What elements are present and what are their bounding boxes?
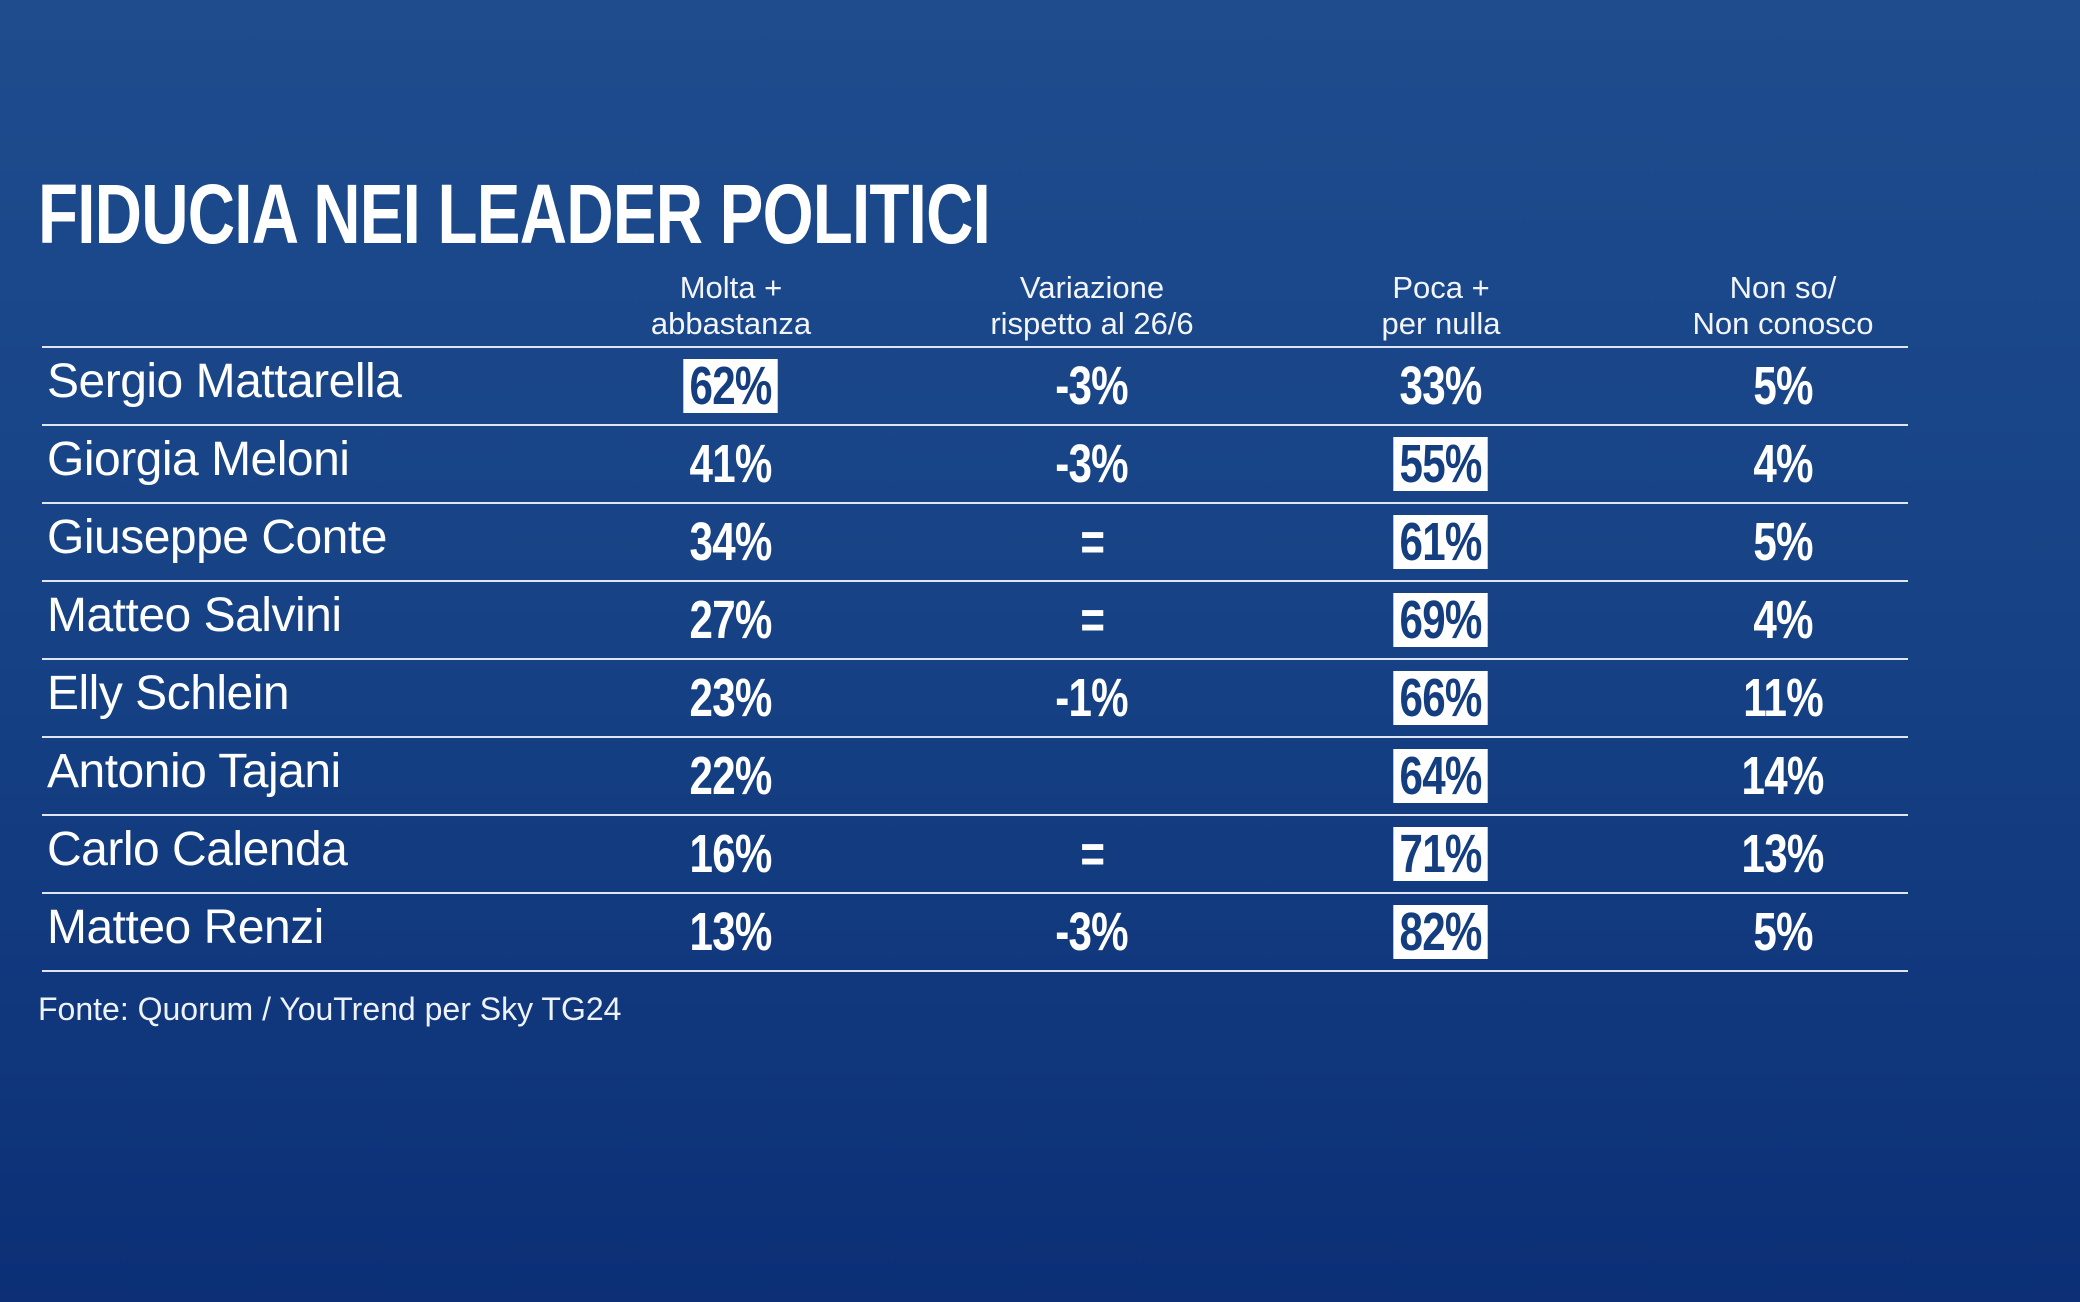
leader-name: Matteo Renzi [47, 901, 324, 954]
molta-value-cell: 23% [551, 660, 911, 736]
variazione-value: = [1080, 824, 1105, 884]
column-header-line: rispetto al 26/6 [990, 306, 1194, 341]
leader-name: Elly Schlein [47, 667, 290, 720]
nonso-value: 14% [1742, 746, 1825, 806]
nonso-value: 5% [1753, 356, 1813, 416]
nonso-value-cell: 11% [1603, 660, 1963, 736]
nonso-value-cell: 4% [1603, 582, 1963, 658]
variazione-value-cell: -3% [912, 348, 1272, 424]
column-header-line: abbastanza [650, 306, 812, 341]
poca-value: 55% [1393, 437, 1489, 491]
molta-value-cell: 22% [551, 738, 911, 814]
leader-name: Sergio Mattarella [47, 355, 402, 408]
poca-value-cell: 66% [1261, 660, 1621, 736]
variazione-value-cell: -1% [912, 660, 1272, 736]
nonso-value: 4% [1753, 590, 1813, 650]
nonso-value-cell: 14% [1603, 738, 1963, 814]
table-row: Giorgia Meloni 41% -3% 55% 4% [42, 424, 1908, 502]
nonso-value-cell: 13% [1603, 816, 1963, 892]
molta-value: 34% [690, 512, 773, 572]
table-row: Carlo Calenda 16% = 71% 13% [42, 814, 1908, 892]
poca-value-cell: 33% [1261, 348, 1621, 424]
nonso-value: 4% [1753, 434, 1813, 494]
variazione-value-cell: = [912, 504, 1272, 580]
column-header-line: Poca + [1392, 270, 1490, 305]
variazione-value-cell: -3% [912, 426, 1272, 502]
variazione-value: -1% [1055, 668, 1129, 728]
table-body: Sergio Mattarella 62% -3% 33% 5% Giorgia Melo… [42, 346, 1908, 972]
molta-value: 16% [690, 824, 773, 884]
molta-value: 23% [690, 668, 773, 728]
nonso-value-cell: 5% [1603, 894, 1963, 970]
variazione-value-cell: -3% [912, 894, 1272, 970]
column-header-line: Variazione [1019, 270, 1165, 305]
nonso-value: 5% [1753, 902, 1813, 962]
variazione-value: = [1080, 590, 1105, 650]
table-row: Matteo Renzi 13% -3% 82% 5% [42, 892, 1908, 972]
nonso-value: 5% [1753, 512, 1813, 572]
table-row: Elly Schlein 23% -1% 66% 11% [42, 658, 1908, 736]
molta-value: 62% [683, 359, 779, 413]
table-row: Antonio Tajani 22% 64% 14% [42, 736, 1908, 814]
molta-value-cell: 62% [551, 348, 911, 424]
source-note: Fonte: Quorum / YouTrend per Sky TG24 [38, 991, 622, 1027]
poca-value: 33% [1400, 356, 1483, 416]
column-header-variazione: Variazione rispetto al 26/6 [912, 270, 1272, 342]
poca-value-cell: 82% [1261, 894, 1621, 970]
column-header-line: Non conosco [1692, 306, 1874, 341]
variazione-value: = [1080, 512, 1105, 572]
molta-value-cell: 13% [551, 894, 911, 970]
molta-value-cell: 41% [551, 426, 911, 502]
column-header-line: per nulla [1381, 306, 1501, 341]
molta-value: 13% [690, 902, 773, 962]
variazione-value: -3% [1055, 356, 1129, 416]
column-header-molta: Molta + abbastanza [551, 270, 911, 342]
variazione-value-cell: = [912, 582, 1272, 658]
poca-value-cell: 69% [1261, 582, 1621, 658]
poca-value-cell: 64% [1261, 738, 1621, 814]
chart-title: FIDUCIA NEI LEADER POLITICI [38, 167, 991, 261]
molta-value: 27% [690, 590, 773, 650]
variazione-value-cell: = [912, 816, 1272, 892]
column-header-line: Molta + [679, 270, 783, 305]
nonso-value: 11% [1743, 668, 1823, 728]
poca-value: 71% [1393, 827, 1489, 881]
trust-table: Molta + abbastanza Variazione rispetto a… [42, 262, 1908, 972]
table-row: Matteo Salvini 27% = 69% 4% [42, 580, 1908, 658]
table-row: Giuseppe Conte 34% = 61% 5% [42, 502, 1908, 580]
leader-name: Antonio Tajani [47, 745, 341, 798]
leader-name: Giorgia Meloni [47, 433, 350, 486]
leader-name: Carlo Calenda [47, 823, 348, 876]
table-row: Sergio Mattarella 62% -3% 33% 5% [42, 346, 1908, 424]
leader-name: Matteo Salvini [47, 589, 342, 642]
poca-value: 61% [1393, 515, 1489, 569]
poca-value: 64% [1393, 749, 1489, 803]
nonso-value-cell: 4% [1603, 426, 1963, 502]
column-header-poca: Poca + per nulla [1261, 270, 1621, 342]
variazione-value: -3% [1055, 902, 1129, 962]
nonso-value-cell: 5% [1603, 348, 1963, 424]
poca-value: 82% [1393, 905, 1489, 959]
molta-value-cell: 27% [551, 582, 911, 658]
molta-value-cell: 16% [551, 816, 911, 892]
poca-value-cell: 55% [1261, 426, 1621, 502]
molta-value: 41% [690, 434, 773, 494]
column-header-nonso: Non so/ Non conosco [1603, 270, 1963, 342]
poca-value: 66% [1393, 671, 1489, 725]
molta-value: 22% [690, 746, 773, 806]
poca-value-cell: 71% [1261, 816, 1621, 892]
variazione-value-cell [912, 738, 1272, 814]
table-header: Molta + abbastanza Variazione rispetto a… [42, 262, 1908, 346]
poca-value-cell: 61% [1261, 504, 1621, 580]
leader-name: Giuseppe Conte [47, 511, 387, 564]
variazione-value: -3% [1055, 434, 1129, 494]
molta-value-cell: 34% [551, 504, 911, 580]
column-header-line: Non so/ [1729, 270, 1837, 305]
nonso-value-cell: 5% [1603, 504, 1963, 580]
poca-value: 69% [1393, 593, 1489, 647]
nonso-value: 13% [1742, 824, 1825, 884]
